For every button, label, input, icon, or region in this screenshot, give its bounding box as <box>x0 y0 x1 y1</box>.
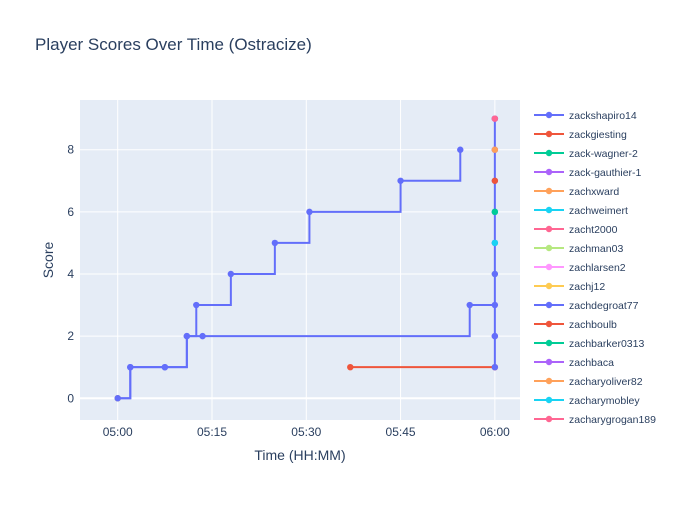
data-point[interactable] <box>183 332 191 340</box>
series-zachboulb[interactable] <box>491 177 499 184</box>
y-axis-title: Score <box>40 242 56 279</box>
legend-swatch-marker <box>545 339 553 347</box>
legend-swatch-marker <box>545 225 553 233</box>
data-point[interactable] <box>491 239 499 247</box>
legend-item[interactable]: zachman03 <box>534 243 623 255</box>
legend-label: zack-wagner-2 <box>569 148 638 160</box>
series-zachbarker0313[interactable] <box>491 208 499 216</box>
data-point[interactable] <box>491 301 499 309</box>
legend-label: zackshapiro14 <box>569 110 637 122</box>
legend-swatch-marker <box>545 130 553 138</box>
legend-swatch-marker <box>545 358 553 366</box>
legend-swatch-marker <box>545 396 553 404</box>
data-point[interactable] <box>466 301 473 309</box>
data-point[interactable] <box>161 363 169 371</box>
legend-item[interactable]: zachweimert <box>534 205 628 217</box>
data-point[interactable] <box>491 115 499 122</box>
data-point[interactable] <box>491 270 499 278</box>
legend-item[interactable]: zachbarker0313 <box>534 338 644 350</box>
legend-item[interactable]: zacharyoliver82 <box>534 376 643 388</box>
legend-swatch-marker <box>545 415 553 423</box>
legend-label: zacharymobley <box>569 395 640 407</box>
legend-item[interactable]: zachxward <box>534 186 619 198</box>
data-point[interactable] <box>199 332 206 340</box>
series-layer <box>114 115 499 402</box>
series-zacharyoliver82[interactable] <box>491 146 499 153</box>
data-point[interactable] <box>457 146 464 153</box>
data-point[interactable] <box>127 363 134 371</box>
plot-area[interactable] <box>80 100 520 420</box>
legend-item[interactable]: zack-wagner-2 <box>534 148 638 160</box>
series-zacharygrogan189[interactable] <box>491 115 499 122</box>
series-zacharymobley[interactable] <box>491 239 499 247</box>
legend[interactable]: zackshapiro14 zackgiesting zack-wagner-2 za… <box>534 110 656 426</box>
legend-swatch-marker <box>545 168 553 176</box>
data-point[interactable] <box>114 395 121 402</box>
data-point[interactable] <box>491 363 499 371</box>
data-point[interactable] <box>491 208 499 216</box>
legend-label: zachlarsen2 <box>569 262 626 274</box>
legend-label: zachboulb <box>569 319 617 331</box>
legend-item[interactable]: zachlarsen2 <box>534 262 626 274</box>
legend-swatch-marker <box>545 111 553 119</box>
x-axis-title: Time (HH:MM) <box>254 447 345 463</box>
axis-ticks: 05:00 05:15 05:30 05:45 06:00 0 2 4 6 8 <box>67 143 510 439</box>
legend-item[interactable]: zachdegroat77 <box>534 300 639 312</box>
data-point[interactable] <box>347 363 354 371</box>
legend-swatch-marker <box>545 149 553 157</box>
data-point[interactable] <box>491 146 499 153</box>
legend-label: zacht2000 <box>569 224 618 236</box>
x-tick-label: 05:00 <box>103 425 133 439</box>
data-point[interactable] <box>193 301 200 309</box>
legend-label: zachxward <box>569 186 619 198</box>
legend-swatch-marker <box>545 187 553 195</box>
data-point[interactable] <box>491 332 499 340</box>
legend-label: zachweimert <box>569 205 628 217</box>
x-tick-label: 05:15 <box>197 425 227 439</box>
chart-title: Player Scores Over Time (Ostracize) <box>35 35 312 54</box>
legend-swatch-marker <box>545 206 553 214</box>
legend-label: zackgiesting <box>569 129 627 141</box>
legend-label: zachj12 <box>569 281 605 293</box>
legend-label: zachdegroat77 <box>569 300 639 312</box>
legend-item[interactable]: zack-gauthier-1 <box>534 167 642 179</box>
legend-item[interactable]: zacht2000 <box>534 224 618 236</box>
legend-swatch-marker <box>545 244 553 252</box>
x-tick-label: 05:45 <box>386 425 416 439</box>
legend-item[interactable]: zachboulb <box>534 319 617 331</box>
data-point[interactable] <box>227 270 235 278</box>
data-point[interactable] <box>397 177 404 184</box>
y-tick-label: 2 <box>67 329 74 343</box>
legend-label: zachbarker0313 <box>569 338 644 350</box>
legend-item[interactable]: zachbaca <box>534 357 614 369</box>
x-tick-label: 06:00 <box>480 425 510 439</box>
legend-item[interactable]: zacharygrogan189 <box>534 414 656 426</box>
legend-item[interactable]: zackgiesting <box>534 129 627 141</box>
legend-swatch-marker <box>545 377 553 385</box>
y-tick-label: 0 <box>67 391 74 405</box>
data-point[interactable] <box>491 177 499 184</box>
legend-label: zachbaca <box>569 357 614 369</box>
legend-item[interactable]: zackshapiro14 <box>534 110 637 122</box>
legend-label: zacharygrogan189 <box>569 414 656 426</box>
legend-swatch-marker <box>545 282 553 290</box>
y-tick-label: 6 <box>67 205 74 219</box>
data-point[interactable] <box>271 239 279 247</box>
legend-label: zack-gauthier-1 <box>569 167 642 179</box>
data-point[interactable] <box>306 208 313 216</box>
y-tick-label: 4 <box>67 267 74 281</box>
legend-item[interactable]: zacharymobley <box>534 395 640 407</box>
legend-label: zacharyoliver82 <box>569 376 643 388</box>
x-tick-label: 05:30 <box>291 425 321 439</box>
y-tick-label: 8 <box>67 143 74 157</box>
legend-label: zachman03 <box>569 243 623 255</box>
legend-item[interactable]: zachj12 <box>534 281 605 293</box>
legend-swatch-marker <box>545 320 553 328</box>
legend-swatch-marker <box>545 263 553 271</box>
legend-swatch-marker <box>545 301 553 309</box>
